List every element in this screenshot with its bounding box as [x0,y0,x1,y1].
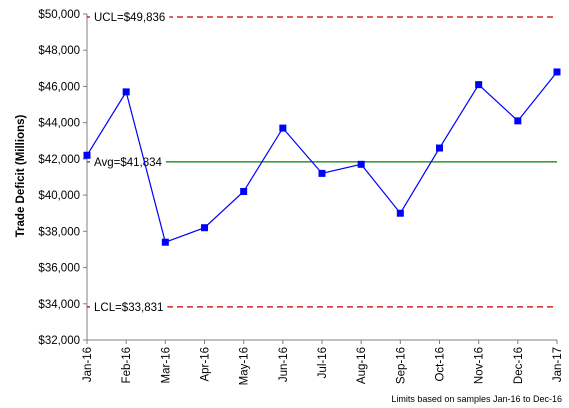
data-point [201,224,208,232]
x-tick-label: Aug-16 [356,347,368,384]
data-point [122,88,130,96]
lcl-label-bg [90,298,168,314]
data-point [475,81,483,89]
ucl-label-bg [90,8,170,24]
x-tick-label: Jul-16 [317,347,329,378]
data-point [161,238,169,246]
lcl-label: LCL=$33,831 [94,302,163,314]
y-tick-label: $48,000 [38,45,80,57]
data-series [83,68,561,246]
y-tick-label: $44,000 [38,118,80,130]
x-tick-label: Dec-16 [513,347,525,384]
x-tick-label: Apr-16 [200,347,212,382]
average-label: Avg=$41,834 [94,157,162,169]
data-point [318,169,326,177]
data-point [83,151,91,159]
data-point [436,144,443,152]
x-tick-label: Mar-16 [160,347,172,383]
average-label-bg [90,153,166,169]
x-tick-label: May-16 [239,347,251,385]
y-tick-label: $32,000 [38,335,80,347]
x-tick-label: Sep-16 [395,347,407,384]
footnote: Limits based on samples Jan-16 to Dec-16 [391,394,562,404]
x-tick-label: Jan-16 [82,347,94,382]
x-axis-ticks: Jan-16 Feb-16 Mar-16 Apr-16 May-16 Jun-16 Jul-… [82,340,564,385]
plot-area [86,14,557,341]
data-point [553,68,561,76]
data-point [357,160,365,168]
data-point [396,209,404,217]
data-point [279,124,287,132]
y-tick-label: $50,000 [38,9,80,21]
y-axis-ticks: $32,000 $34,000 $36,000 $38,000 $40,000 $42,0… [38,9,87,347]
x-tick-label: Jan-17 [552,347,564,382]
reference-lines: UCL=$49,836 Avg=$41,834 LCL=$33,831 [87,8,557,314]
y-tick-label: $38,000 [38,226,80,238]
y-tick-label: $40,000 [38,190,80,202]
ucl-label: UCL=$49,836 [94,12,165,24]
x-tick-label: Oct-16 [435,347,447,382]
y-tick-label: $36,000 [38,263,80,275]
x-tick-label: Feb-16 [121,347,133,383]
x-tick-label: Jun-16 [278,347,290,382]
y-tick-label: $42,000 [38,154,80,166]
data-point [240,187,248,195]
y-axis-title: Trade Deficit (Millions) [15,114,27,237]
data-point [514,117,522,125]
y-tick-label: $46,000 [38,81,80,93]
y-tick-label: $34,000 [38,299,80,311]
x-tick-label: Nov-16 [474,347,486,384]
